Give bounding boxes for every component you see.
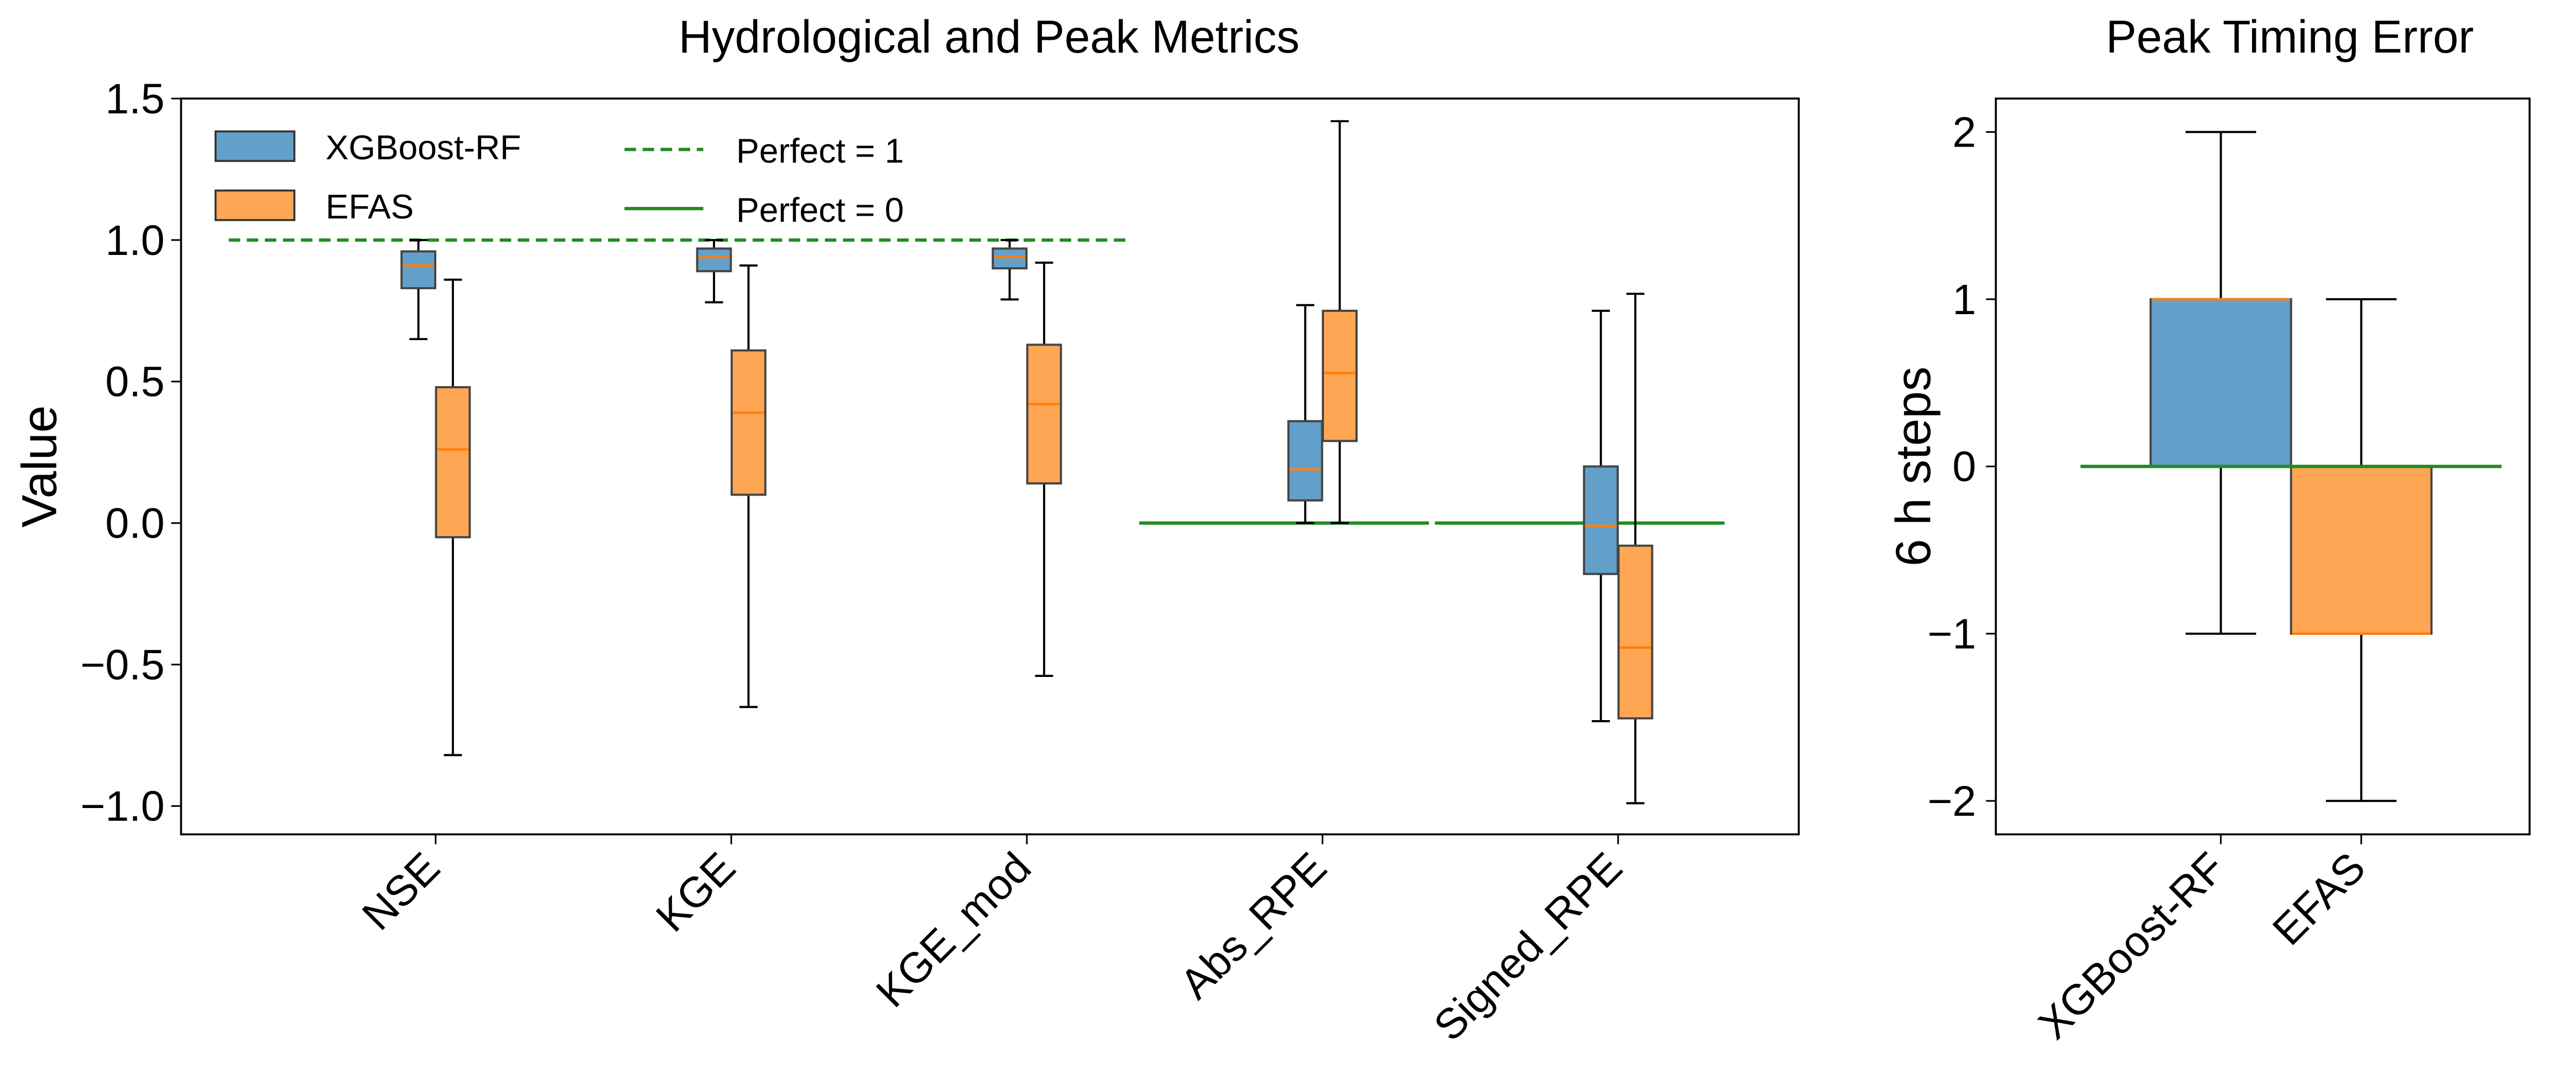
y-tick-label: 0	[1952, 443, 1976, 491]
legend-label: Perfect = 1	[736, 132, 904, 170]
y-tick-label: 0.0	[105, 499, 164, 547]
x-tick-label: NSE	[353, 843, 449, 939]
legend: XGBoost-RF EFAS Perfect = 1 Perfect = 0	[215, 129, 904, 230]
legend-label: Perfect = 0	[736, 191, 904, 230]
left-panel: −1.0 −0.5 0.0 0.5 1.0 1.5 NSE KGE KGE_mod Abs_RPE…	[80, 75, 1800, 1050]
y-tick-label: 1.0	[105, 217, 164, 264]
legend-label: EFAS	[326, 188, 414, 226]
y-tick-label: 2	[1952, 108, 1976, 156]
right-title: Peak Timing Error	[2106, 11, 2474, 62]
y-tick-label: 1	[1952, 276, 1976, 324]
efas-kge-box	[731, 349, 766, 496]
x-tick-label: EFAS	[2264, 843, 2374, 954]
legend-label: XGBoost-RF	[326, 129, 521, 167]
x-tick-label: Abs_RPE	[1171, 843, 1336, 1008]
legend-swatch-efas	[215, 189, 296, 221]
y-tick-label: −1.0	[80, 783, 164, 830]
peak-xgboost-rf-box	[2149, 298, 2292, 468]
x-tick-label: KGE_mod	[867, 843, 1040, 1017]
efas-nse-box	[435, 386, 471, 539]
efas-signed_rpe-box	[1617, 544, 1654, 720]
xgboost-kge-box	[696, 247, 732, 273]
y-tick-label: 0.5	[105, 358, 164, 406]
right-panel: −2 −1 0 1 2 XGBoost-RF EFAS	[1927, 97, 2531, 1048]
efas-kge_mod-box	[1026, 343, 1062, 485]
right-ylabel: 6 h steps	[1885, 367, 1941, 567]
plot-frame	[180, 97, 1800, 836]
x-tick-label: KGE	[647, 843, 744, 941]
xgboost-nse-box	[400, 250, 436, 289]
xgboost-signed_rpe-box	[1583, 465, 1619, 575]
peak-efas-box	[2290, 465, 2433, 635]
y-tick-label: −0.5	[80, 641, 164, 689]
plot-frame	[1995, 97, 2531, 836]
efas-abs_rpe-box	[1322, 310, 1358, 442]
y-tick-label: 1.5	[105, 75, 164, 123]
left-title: Hydrological and Peak Metrics	[679, 11, 1300, 62]
xgboost-kge_mod-box	[992, 247, 1028, 270]
y-tick-label: −2	[1927, 778, 1976, 825]
xgboost-abs_rpe-box	[1287, 420, 1323, 502]
y-tick-label: −1	[1927, 610, 1976, 658]
x-tick-label: XGBoost-RF	[2029, 843, 2234, 1048]
left-ylabel: Value	[12, 405, 67, 528]
x-tick-label: Signed_RPE	[1425, 843, 1631, 1050]
legend-swatch-xgboost	[215, 130, 296, 162]
